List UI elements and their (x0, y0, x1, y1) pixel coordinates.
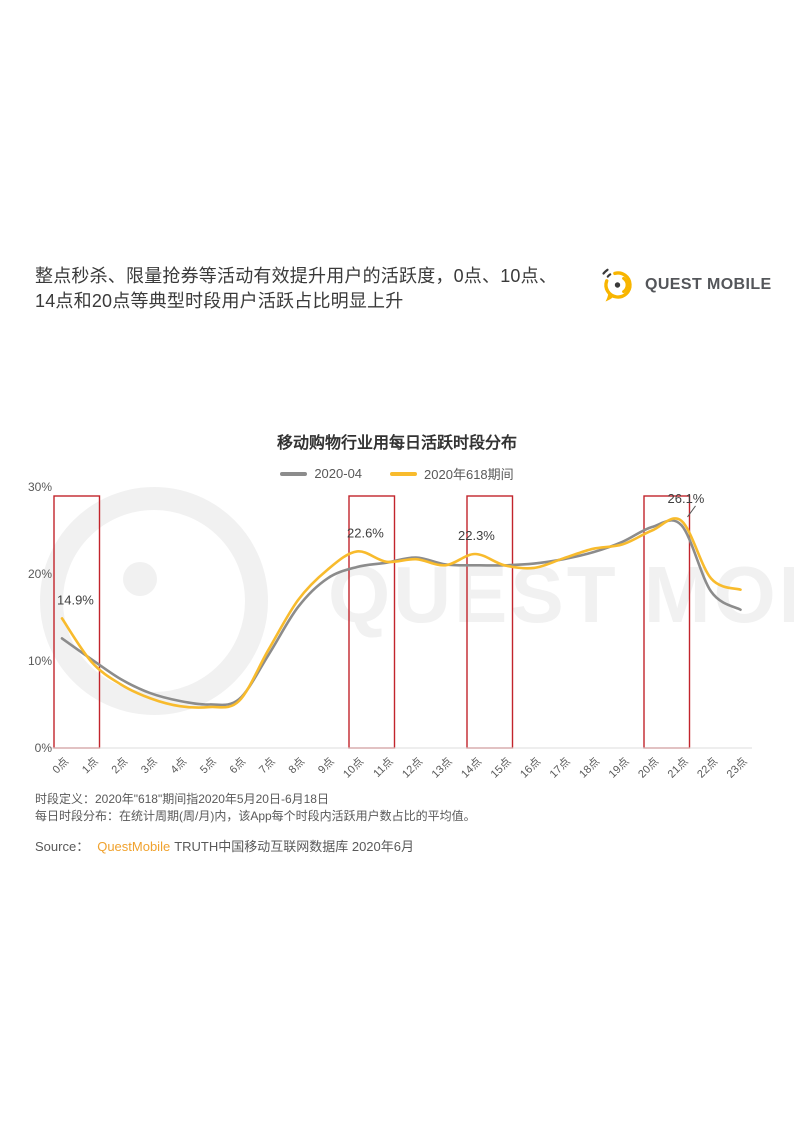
questmobile-logo-text: QUEST MOBILE (645, 276, 772, 293)
page-heading: 整点秒杀、限量抢券等活动有效提升用户的活跃度，0点、10点、 14点和20点等典… (35, 264, 610, 314)
x-tick-label: 17点 (547, 755, 573, 781)
y-tick-label: 10% (28, 654, 52, 668)
legend-swatch (390, 471, 418, 476)
y-tick-label: 30% (28, 480, 52, 494)
x-tick-label: 15点 (488, 755, 514, 781)
source-suffix: TRUTH中国移动互联网数据库 2020年6月 (174, 839, 414, 854)
series-line-2020-04 (60, 519, 742, 707)
source-prefix: Source： (35, 839, 90, 854)
chart-title: 移动购物行业用每日活跃时段分布 (276, 435, 517, 452)
highlight-rect (53, 495, 101, 749)
footnote-method: 每日时段分布：在统计周期(周/月)内，该App每个时段内活跃用户数占比的平均值。 (35, 809, 476, 823)
x-tick-label: 8点 (286, 755, 307, 776)
source-brand: QuestMobile (97, 839, 171, 854)
legend-label: 2020-04 (314, 466, 363, 481)
x-tick-label: 18点 (576, 755, 602, 781)
series-line-2020年618期间 (60, 517, 742, 709)
data-label: 26.1% (668, 491, 705, 506)
watermark-dot (123, 562, 157, 596)
x-tick-label: 23点 (724, 755, 750, 781)
footnotes: 时段定义：2020年"618"期间指2020年5月20日-6月18日 每日时段分… (35, 791, 476, 825)
watermark-text: QUEST MOBILE (328, 550, 794, 639)
y-tick-label: 20% (28, 567, 52, 581)
x-tick-label: 14点 (458, 755, 484, 781)
data-label: 14.9% (57, 592, 94, 607)
chart-legend: 2020-04 2020年618期间 (0, 464, 794, 483)
page-heading-line1: 整点秒杀、限量抢券等活动有效提升用户的活跃度，0点、10点、 (35, 266, 558, 286)
data-label: 22.3% (458, 528, 495, 543)
x-tick-label: 5点 (197, 755, 218, 776)
questmobile-bubble-icon (602, 268, 632, 302)
x-tick-label: 21点 (665, 755, 691, 781)
source-line: Source： QuestMobile TRUTH中国移动互联网数据库 2020年6… (35, 836, 414, 855)
y-tick-label: 0% (35, 741, 53, 755)
legend-label: 2020年618期间 (424, 467, 514, 482)
x-tick-label: 3点 (138, 755, 159, 776)
x-tick-label: 22点 (694, 755, 720, 781)
x-tick-label: 9点 (315, 755, 336, 776)
data-label: 22.6% (347, 525, 384, 540)
x-tick-label: 2点 (109, 755, 130, 776)
data-label-leader-line (687, 505, 696, 518)
x-tick-label: 16点 (517, 755, 543, 781)
page-heading-line2: 14点和20点等典型时段用户活跃占比明显上升 (35, 291, 404, 311)
footnote-definition: 时段定义：2020年"618"期间指2020年5月20日-6月18日 (35, 792, 329, 806)
x-tick-label: 12点 (399, 755, 425, 781)
questmobile-logo: QUEST MOBILE (596, 264, 772, 306)
highlight-rect (643, 495, 691, 749)
x-tick-label: 13点 (429, 755, 455, 781)
daily-active-timeslot-line-chart: 0% 10% 20% 30% 0点 1点 2点 3点 4点 5点 6点 7点 8点 9点 10点 11点 12点… (28, 480, 752, 781)
x-tick-label: 0点 (50, 755, 71, 776)
x-tick-label: 1点 (79, 755, 100, 776)
x-tick-label: 11点 (371, 755, 396, 780)
legend-item: 2020-04 (280, 464, 362, 483)
x-tick-label: 7点 (256, 755, 277, 776)
legend-item: 2020年618期间 (390, 464, 514, 483)
x-tick-label: 20点 (635, 755, 661, 781)
x-tick-label: 6点 (227, 755, 248, 776)
x-tick-label: 19点 (606, 755, 632, 781)
x-tick-label: 4点 (168, 755, 189, 776)
legend-swatch (280, 471, 308, 476)
x-tick-label: 10点 (340, 755, 366, 781)
